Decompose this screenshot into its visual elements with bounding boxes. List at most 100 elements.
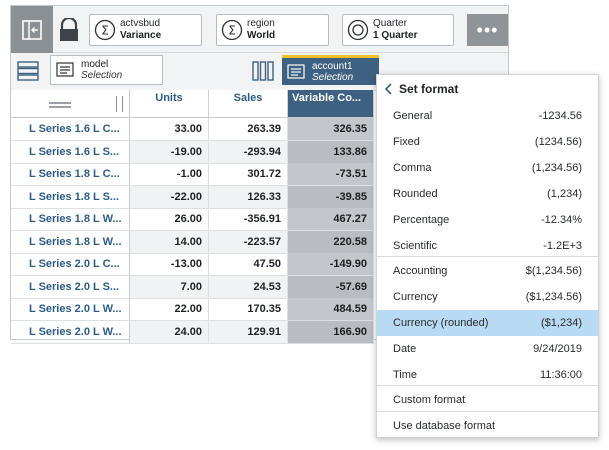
set-format-menu: Set format General -1234.56 Fixed (1234.56)… bbox=[376, 74, 599, 438]
format-option-date[interactable]: Date 9/24/2019 bbox=[377, 336, 598, 362]
chip-label: actvsbud bbox=[120, 18, 161, 29]
table-cell[interactable]: -13.00 bbox=[130, 253, 209, 275]
columns-axis-icon bbox=[252, 61, 274, 81]
table-cell[interactable]: -22.00 bbox=[130, 185, 209, 208]
table-cell[interactable]: 129.91 bbox=[209, 320, 288, 343]
chip-label: region bbox=[247, 18, 275, 29]
table-cell[interactable]: -293.94 bbox=[209, 140, 288, 163]
svg-text:Σ: Σ bbox=[101, 24, 109, 38]
context-chip-quarter[interactable]: Quarter 1 Quarter bbox=[342, 14, 454, 46]
format-option-example: $(1,234.56) bbox=[525, 265, 582, 277]
table-cell[interactable]: 22.00 bbox=[130, 298, 209, 320]
table-cell[interactable]: 14.00 bbox=[130, 230, 209, 253]
swap-axes-button[interactable] bbox=[11, 6, 53, 53]
columns-dimension-chip-account1[interactable]: account1 Selection bbox=[282, 55, 379, 85]
format-option-custom-format[interactable]: Custom format bbox=[377, 387, 598, 413]
dimension-list-icon bbox=[56, 62, 74, 77]
table-cell[interactable]: -223.57 bbox=[209, 230, 288, 253]
format-option-use-database-format[interactable]: Use database format bbox=[377, 413, 598, 439]
row-header[interactable]: L Series 1.6 L C... bbox=[11, 118, 130, 140]
format-option-time[interactable]: Time 11:36:00 bbox=[377, 362, 598, 388]
table-cell[interactable]: -1.00 bbox=[130, 163, 209, 185]
swap-axes-icon bbox=[22, 19, 42, 40]
table-cell[interactable]: 467.27 bbox=[288, 208, 374, 230]
table-row: L Series 2.0 L W... 22.00 170.35 484.59 bbox=[11, 298, 374, 321]
rows-dimension-chip-model[interactable]: model Selection bbox=[50, 55, 163, 85]
row-header[interactable]: L Series 2.0 L W... bbox=[11, 320, 130, 343]
row-header[interactable]: L Series 1.8 L C... bbox=[11, 163, 130, 185]
chip-value: World bbox=[247, 30, 276, 41]
table-cell[interactable]: 484.59 bbox=[288, 298, 374, 320]
table-cell[interactable]: 166.90 bbox=[288, 320, 374, 343]
format-option-rounded[interactable]: Rounded (1,234) bbox=[377, 181, 598, 207]
row-header[interactable]: L Series 1.8 L S... bbox=[11, 185, 130, 208]
table-cell[interactable]: 126.33 bbox=[209, 185, 288, 208]
format-option-example: ($1,234.56) bbox=[525, 291, 582, 303]
menu-divider bbox=[377, 385, 598, 386]
lock-button[interactable] bbox=[55, 16, 83, 44]
row-header[interactable]: L Series 1.8 L W... bbox=[11, 230, 130, 253]
table-cell[interactable]: 7.00 bbox=[130, 275, 209, 298]
table-row: L Series 1.8 L C... -1.00 301.72 -73.51 bbox=[11, 163, 374, 186]
row-header[interactable]: L Series 2.0 L S... bbox=[11, 275, 130, 298]
format-option-percentage[interactable]: Percentage -12.34% bbox=[377, 207, 598, 233]
chip-name: account1 bbox=[312, 60, 353, 72]
format-option-example: -1.2E+3 bbox=[543, 240, 582, 252]
table-row: L Series 1.8 L S... -22.00 126.33 -39.85 bbox=[11, 185, 374, 209]
column-header-variable-costs[interactable]: Variable Co... bbox=[288, 90, 374, 118]
chip-label: Quarter bbox=[373, 18, 407, 29]
table-cell[interactable]: 33.00 bbox=[130, 118, 209, 140]
table-cell[interactable]: 263.39 bbox=[209, 118, 288, 140]
format-option-label: Use database format bbox=[393, 420, 496, 432]
table-cell[interactable]: 26.00 bbox=[130, 208, 209, 230]
grid-corner-header bbox=[11, 90, 130, 118]
table-cell[interactable]: 24.00 bbox=[130, 320, 209, 343]
column-header-sales[interactable]: Sales bbox=[209, 90, 288, 118]
format-option-scientific[interactable]: Scientific -1.2E+3 bbox=[377, 233, 598, 259]
table-cell[interactable]: 326.35 bbox=[288, 118, 374, 140]
menu-divider bbox=[377, 256, 598, 257]
format-option-label: Currency (rounded) bbox=[393, 317, 489, 329]
rows-axis-icon bbox=[17, 61, 39, 81]
table-cell[interactable]: -39.85 bbox=[288, 185, 374, 208]
table-cell[interactable]: -19.00 bbox=[130, 140, 209, 163]
format-option-currency-rounded[interactable]: Currency (rounded) ($1,234) bbox=[377, 310, 598, 336]
column-resize-handle[interactable] bbox=[116, 96, 123, 112]
table-cell[interactable]: -356.91 bbox=[209, 208, 288, 230]
context-chip-region[interactable]: Σ region World bbox=[216, 14, 329, 46]
table-row: L Series 1.6 L S... -19.00 -293.94 133.86 bbox=[11, 140, 374, 164]
row-header[interactable]: L Series 2.0 L W... bbox=[11, 298, 130, 320]
table-row: L Series 1.8 L W... 26.00 -356.91 467.27 bbox=[11, 208, 374, 231]
row-header[interactable]: L Series 2.0 L C... bbox=[11, 253, 130, 275]
row-header[interactable]: L Series 1.8 L W... bbox=[11, 208, 130, 230]
table-cell[interactable]: -57.69 bbox=[288, 275, 374, 298]
format-option-example: (1234.56) bbox=[534, 136, 582, 148]
table-cell[interactable]: 24.53 bbox=[209, 275, 288, 298]
table-cell[interactable]: -149.90 bbox=[288, 253, 374, 275]
format-option-label: Scientific bbox=[393, 240, 438, 252]
table-cell[interactable]: 301.72 bbox=[209, 163, 288, 185]
format-option-currency[interactable]: Currency ($1,234.56) bbox=[377, 284, 598, 310]
dimension-list-icon bbox=[287, 63, 305, 79]
set-format-back-button[interactable]: Set format bbox=[377, 75, 600, 103]
format-option-fixed[interactable]: Fixed (1234.56) bbox=[377, 129, 598, 155]
format-option-label: Time bbox=[393, 369, 418, 381]
table-cell[interactable]: 170.35 bbox=[209, 298, 288, 320]
context-chip-actvsbud[interactable]: Σ actvsbud Variance bbox=[89, 14, 202, 46]
chip-value: Variance bbox=[120, 30, 162, 41]
format-option-general[interactable]: General -1234.56 bbox=[377, 103, 598, 129]
chip-sub: Selection bbox=[312, 71, 354, 83]
row-header[interactable]: L Series 1.6 L S... bbox=[11, 140, 130, 163]
table-cell[interactable]: 133.86 bbox=[288, 140, 374, 163]
table-cell[interactable]: 220.58 bbox=[288, 230, 374, 253]
table-cell[interactable]: 47.50 bbox=[209, 253, 288, 275]
format-option-comma[interactable]: Comma (1,234.56) bbox=[377, 155, 598, 181]
table-cell[interactable]: -73.51 bbox=[288, 163, 374, 185]
format-option-accounting[interactable]: Accounting $(1,234.56) bbox=[377, 258, 598, 284]
table-row: L Series 1.8 L W... 14.00 -223.57 220.58 bbox=[11, 230, 374, 254]
column-header-units[interactable]: Units bbox=[130, 90, 209, 118]
more-options-button[interactable]: ••• bbox=[467, 14, 508, 46]
table-row: L Series 2.0 L C... -13.00 47.50 -149.90 bbox=[11, 253, 374, 276]
format-option-example: ($1,234) bbox=[541, 317, 582, 329]
